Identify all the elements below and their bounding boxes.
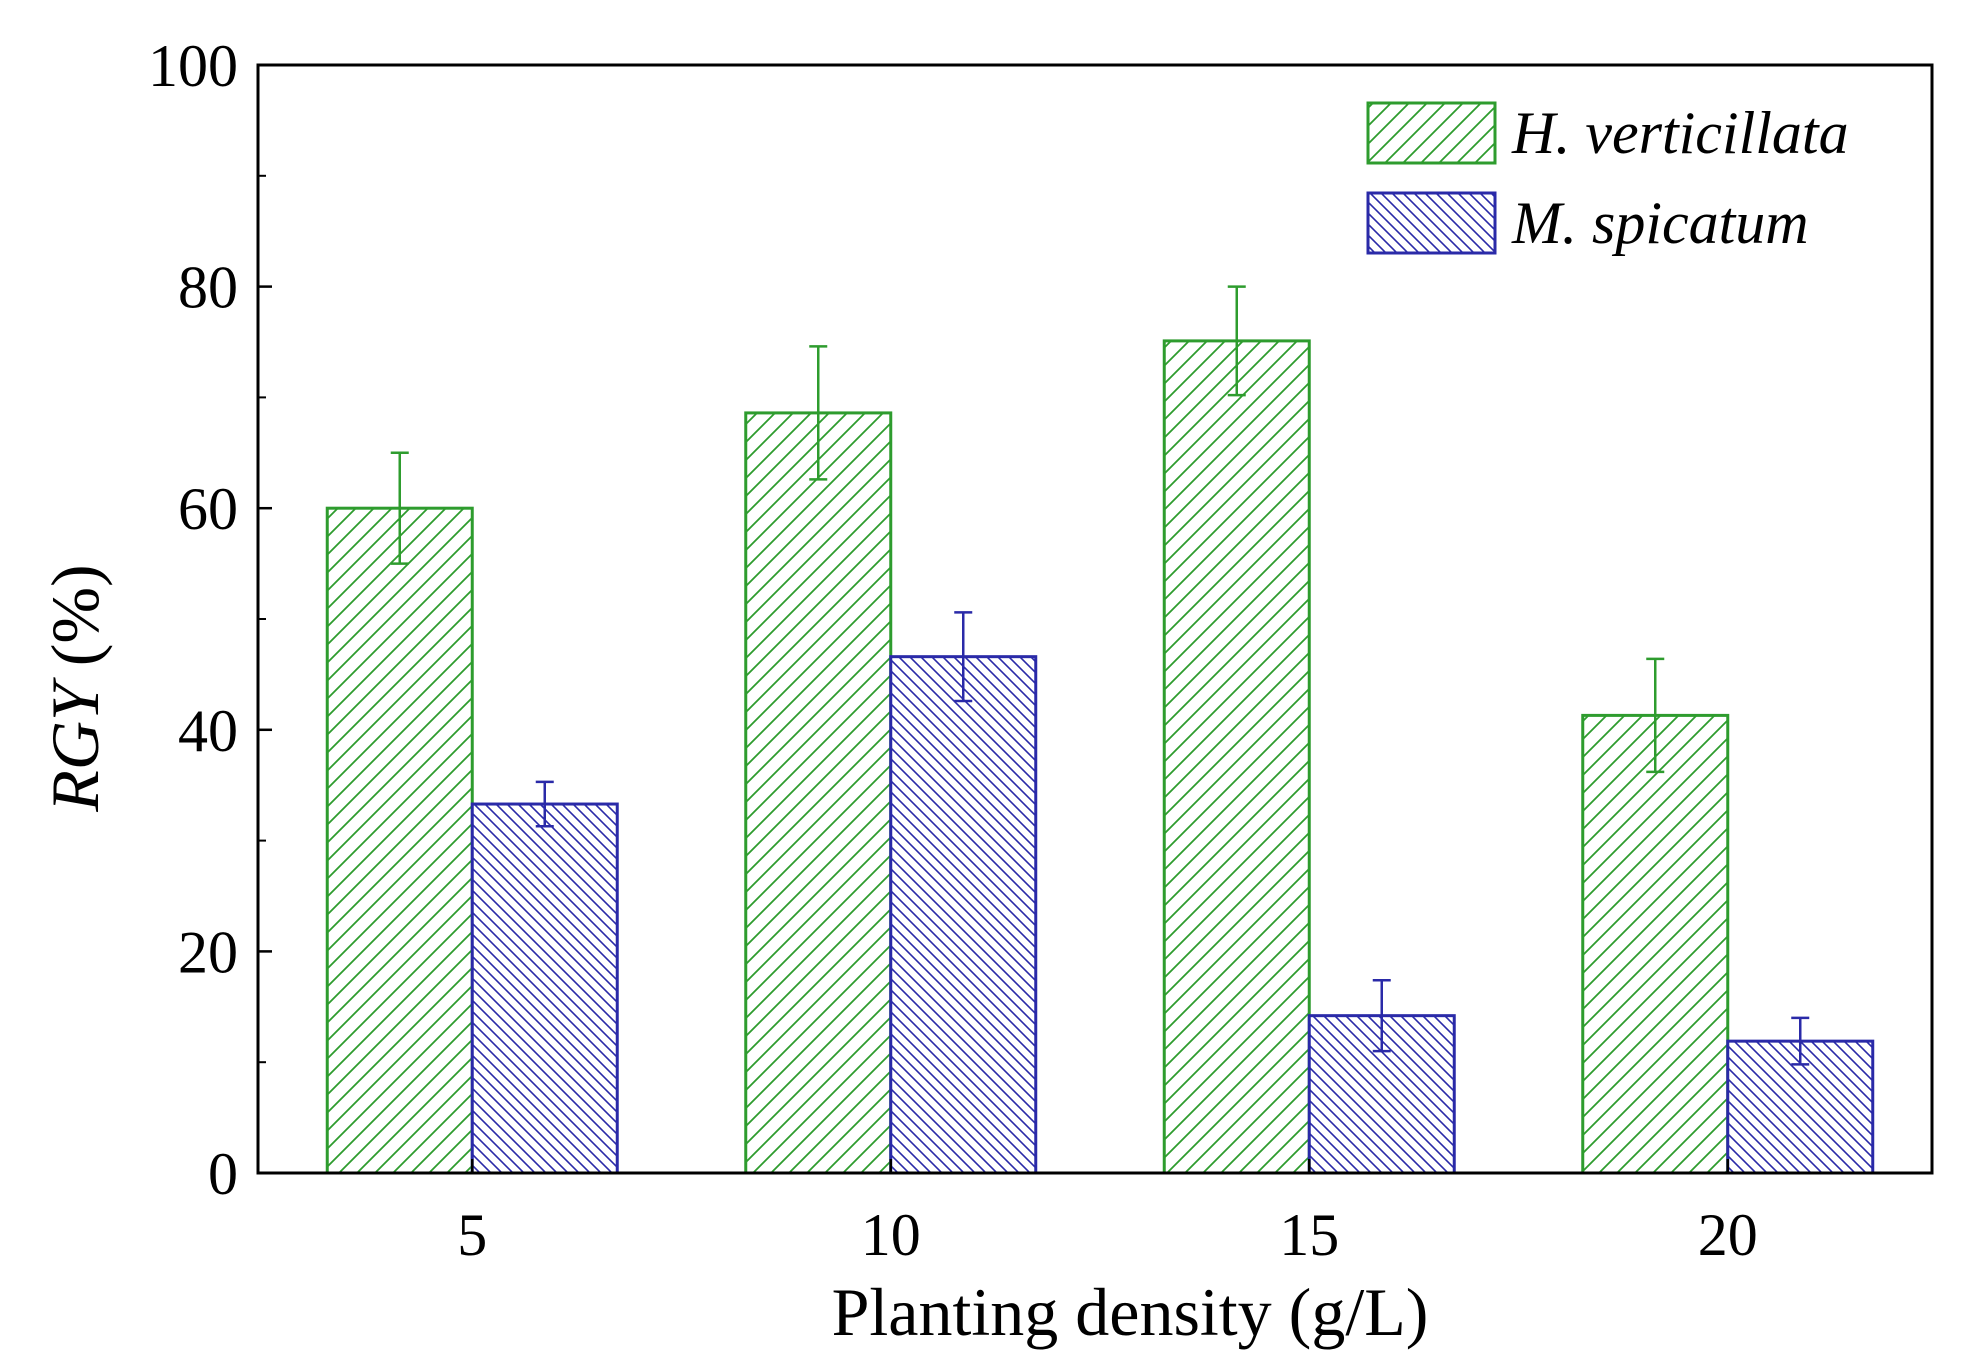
x-tick-label-5: 5 — [457, 1202, 487, 1268]
error-bar-h-verticillata-10 — [809, 345, 828, 481]
x-tick-label-20: 20 — [1698, 1202, 1758, 1268]
legend-swatch-m-spicatum — [1366, 191, 1497, 255]
bar-h-verticillata-20 — [1581, 713, 1730, 1175]
error-bar-m-spicatum-20 — [1791, 1016, 1810, 1066]
plot-area — [325, 285, 1875, 1175]
plot-frame — [256, 63, 1934, 1175]
bar-m-spicatum-10 — [889, 655, 1038, 1175]
legend: H. verticillata M. spicatum — [1366, 100, 1849, 256]
error-bar-h-verticillata-20 — [1646, 657, 1665, 774]
y-tick-label-100: 100 — [148, 33, 238, 99]
y-tick-label-0: 0 — [208, 1141, 238, 1207]
legend-swatch-h-verticillata — [1366, 101, 1497, 165]
error-bar-m-spicatum-5 — [535, 780, 554, 828]
error-bar-m-spicatum-15 — [1372, 978, 1391, 1053]
y-tick-label-60: 60 — [178, 476, 238, 542]
y-axis-title-variable: RGY — [37, 677, 113, 813]
bar-h-verticillata-10 — [744, 411, 893, 1175]
bar-m-spicatum-5 — [470, 802, 619, 1175]
y-axis-title: RGY (%) — [37, 564, 113, 812]
y-tick-label-80: 80 — [178, 255, 238, 321]
legend-label-h-verticillata: H. verticillata — [1511, 100, 1849, 166]
x-tick-label-10: 10 — [861, 1202, 921, 1268]
error-bar-h-verticillata-15 — [1227, 285, 1246, 397]
error-bar-h-verticillata-5 — [390, 451, 409, 565]
x-axis-title: Planting density (g/L) — [832, 1274, 1429, 1350]
y-axis-title-unit: (%) — [37, 564, 113, 683]
y-tick-label-20: 20 — [178, 919, 238, 985]
bar-h-verticillata-5 — [325, 506, 474, 1175]
legend-label-m-spicatum: M. spicatum — [1511, 190, 1809, 256]
error-bar-m-spicatum-10 — [954, 611, 973, 703]
y-tick-label-40: 40 — [178, 698, 238, 764]
bar-h-verticillata-15 — [1162, 339, 1311, 1175]
x-tick-label-15: 15 — [1279, 1202, 1339, 1268]
axes: 5 10 15 20 0 20 40 60 80 100 — [148, 33, 1934, 1268]
